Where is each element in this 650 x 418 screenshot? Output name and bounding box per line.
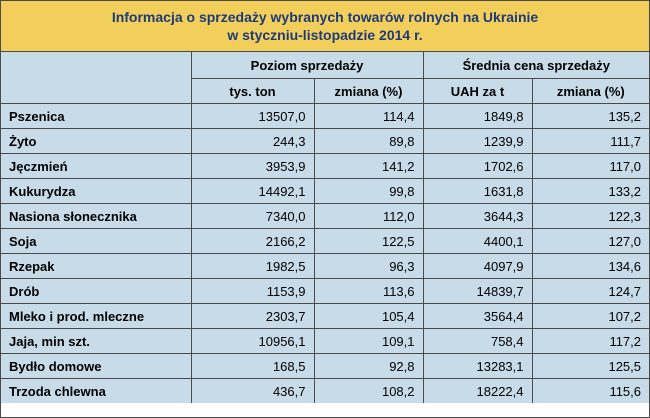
volume-cell: 7340,0: [190, 203, 315, 229]
table-row: Rzepak 1982,5 96,3 4097,9 134,6: [1, 253, 650, 279]
price-cell: 1631,8: [422, 178, 533, 204]
price-change-cell: 117,2: [531, 328, 650, 354]
price-cell: 3644,3: [422, 203, 533, 229]
volume-cell: 244,3: [190, 128, 315, 154]
table-row: Pszenica 13507,0 114,4 1849,8 135,2: [1, 103, 650, 129]
volume-change-cell: 105,4: [313, 303, 424, 329]
price-change-cell: 124,7: [531, 278, 650, 304]
volume-cell: 168,5: [190, 353, 315, 379]
product-name-cell: Kukurydza: [1, 178, 192, 204]
product-name-cell: Jaja, min szt.: [1, 328, 192, 354]
volume-cell: 3953,9: [190, 153, 315, 179]
volume-cell: 1153,9: [190, 278, 315, 304]
title-line-1: Informacja o sprzedaży wybranych towarów…: [111, 9, 539, 25]
table-row: Kukurydza 14492,1 99,8 1631,8 133,2: [1, 178, 650, 204]
volume-cell: 14492,1: [190, 178, 315, 204]
product-name-cell: Pszenica: [1, 103, 192, 129]
price-cell: 4097,9: [422, 253, 533, 279]
price-change-cell: 107,2: [531, 303, 650, 329]
volume-cell: 436,7: [190, 378, 315, 403]
price-cell: 1849,8: [422, 103, 533, 129]
table-row: Mleko i prod. mleczne 2303,7 105,4 3564,4 10…: [1, 303, 650, 329]
product-name-cell: Nasiona słonecznika: [1, 203, 192, 229]
price-cell: 13283,1: [422, 353, 533, 379]
product-name-cell: Drób: [1, 278, 192, 304]
product-name-cell: Soja: [1, 228, 192, 254]
price-cell: 4400,1: [422, 228, 533, 254]
price-cell: 14839,7: [422, 278, 533, 304]
product-name-cell: Mleko i prod. mleczne: [1, 303, 192, 329]
table-row: Trzoda chlewna 436,7 108,2 18222,4 115,6: [1, 378, 650, 403]
header-row-groups: Poziom sprzedaży Średnia cena sprzedaży: [1, 52, 650, 104]
volume-change-cell: 113,6: [313, 278, 424, 304]
volume-change-cell: 92,8: [313, 353, 424, 379]
volume-change-cell: 114,4: [313, 103, 424, 129]
product-name-cell: Trzoda chlewna: [1, 378, 192, 403]
table-row: Jaja, min szt. 10956,1 109,1 758,4 117,2: [1, 328, 650, 354]
table-title: Informacja o sprzedaży wybranych towarów…: [1, 1, 649, 52]
table-body: Pszenica 13507,0 114,4 1849,8 135,2 Żyto 244,3…: [1, 103, 650, 403]
header-col-volume-change: zmiana (%): [313, 78, 424, 104]
price-change-cell: 115,6: [531, 378, 650, 403]
price-cell: 3564,4: [422, 303, 533, 329]
product-name-cell: Bydło domowe: [1, 353, 192, 379]
price-change-cell: 117,0: [531, 153, 650, 179]
price-change-cell: 135,2: [531, 103, 650, 129]
header-col-thousand-tons: tys. ton: [191, 78, 315, 104]
volume-change-cell: 112,0: [313, 203, 424, 229]
table-row: Drób 1153,9 113,6 14839,7 124,7: [1, 278, 650, 304]
table-row: Jęczmień 3953,9 141,2 1702,6 117,0: [1, 153, 650, 179]
volume-change-cell: 99,8: [313, 178, 424, 204]
volume-cell: 13507,0: [190, 103, 315, 129]
volume-cell: 2166,2: [190, 228, 315, 254]
volume-change-cell: 108,2: [313, 378, 424, 403]
price-change-cell: 111,7: [531, 128, 650, 154]
header-col-price-change: zmiana (%): [531, 78, 650, 104]
table-row: Soja 2166,2 122,5 4400,1 127,0: [1, 228, 650, 254]
volume-cell: 10956,1: [190, 328, 315, 354]
title-line-2: w styczniu-listopadzie 2014 r.: [227, 27, 423, 43]
table-row: Żyto 244,3 89,8 1239,9 111,7: [1, 128, 650, 154]
sales-table: Poziom sprzedaży Średnia cena sprzedaży …: [1, 52, 650, 403]
price-change-cell: 125,5: [531, 353, 650, 379]
volume-change-cell: 122,5: [313, 228, 424, 254]
product-name-cell: Jęczmień: [1, 153, 192, 179]
price-change-cell: 133,2: [531, 178, 650, 204]
header-group-average-price: Średnia cena sprzedaży: [422, 52, 650, 79]
product-name-cell: Rzepak: [1, 253, 192, 279]
volume-change-cell: 89,8: [313, 128, 424, 154]
price-cell: 758,4: [422, 328, 533, 354]
volume-cell: 1982,5: [190, 253, 315, 279]
price-change-cell: 134,6: [531, 253, 650, 279]
price-cell: 1702,6: [422, 153, 533, 179]
header-col-uah-per-ton: UAH za t: [422, 78, 533, 104]
price-change-cell: 122,3: [531, 203, 650, 229]
price-cell: 1239,9: [422, 128, 533, 154]
volume-cell: 2303,7: [190, 303, 315, 329]
table-row: Bydło domowe 168,5 92,8 13283,1 125,5: [1, 353, 650, 379]
header-group-sales-volume: Poziom sprzedaży: [190, 52, 424, 79]
product-name-cell: Żyto: [1, 128, 192, 154]
header-row-columns: tys. ton zmiana (%) UAH za t zmiana (%): [1, 78, 650, 104]
volume-change-cell: 141,2: [313, 153, 424, 179]
table-row: Nasiona słonecznika 7340,0 112,0 3644,3 122,…: [1, 203, 650, 229]
price-change-cell: 127,0: [531, 228, 650, 254]
volume-change-cell: 109,1: [313, 328, 424, 354]
header-blank-cell: [1, 52, 192, 104]
volume-change-cell: 96,3: [313, 253, 424, 279]
price-cell: 18222,4: [422, 378, 533, 403]
